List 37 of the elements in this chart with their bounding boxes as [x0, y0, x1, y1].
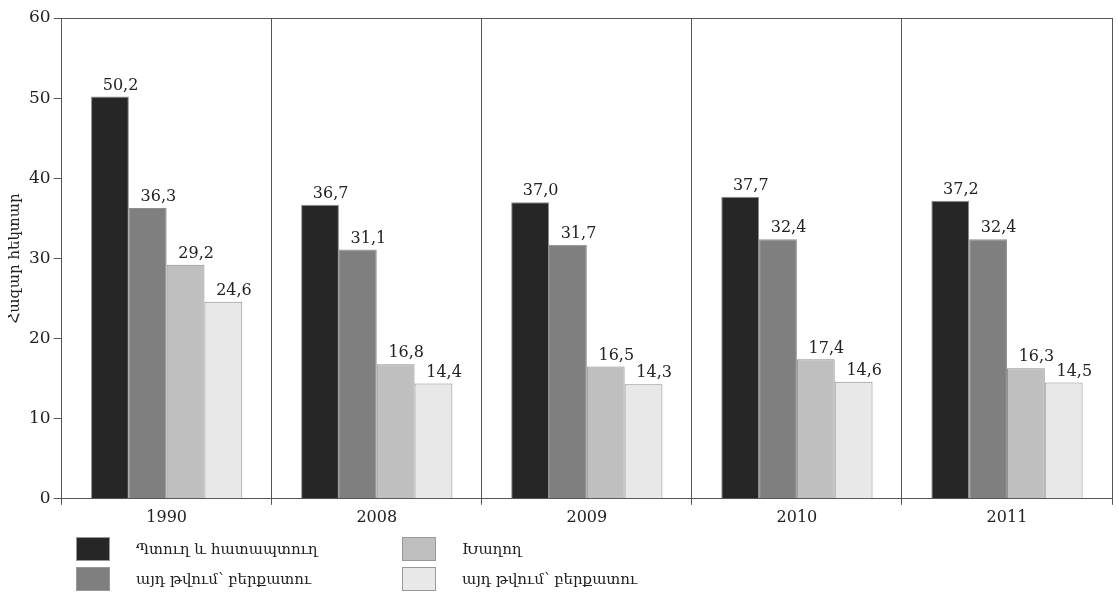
data-label: 14,3	[636, 362, 672, 382]
y-tick-label: 0	[39, 487, 51, 508]
y-tick-label: 60	[28, 6, 51, 27]
legend-label: Խաղող	[462, 540, 522, 558]
x-tick-label: 1990	[146, 506, 188, 526]
data-label: 37,0	[522, 180, 559, 200]
data-label: 24,6	[216, 279, 252, 299]
x-tick-label: 2009	[566, 506, 608, 526]
x-tick-label: 2008	[356, 506, 398, 526]
data-label: 37,7	[732, 174, 769, 194]
data-label: 16,8	[388, 342, 425, 362]
legend-label: Պտուղ և հատապտուղ	[136, 540, 318, 558]
data-label: 36,7	[312, 182, 349, 202]
data-label: 31,7	[560, 222, 597, 242]
data-label: 16,5	[598, 344, 635, 364]
data-label: 14,4	[426, 361, 462, 381]
y-tick-label: 20	[28, 326, 51, 347]
data-label: 31,1	[350, 227, 387, 247]
data-label: 32,4	[980, 217, 1017, 237]
data-label: 32,4	[770, 217, 807, 237]
data-label: 36,3	[140, 186, 177, 206]
data-label: 17,4	[808, 337, 845, 357]
y-axis-title: Հազար հեկտար	[4, 192, 23, 324]
data-label: 50,2	[102, 74, 139, 94]
x-tick-label: 2010	[776, 506, 818, 526]
data-label: 16,3	[1018, 346, 1055, 366]
legend-label: այդ թվում՝ բերքատու	[462, 570, 638, 588]
data-label: 14,5	[1056, 360, 1093, 380]
data-label: 29,2	[178, 242, 214, 262]
y-tick-label: 10	[28, 407, 51, 428]
data-label: 37,2	[943, 178, 979, 198]
legend-label: այդ թվում՝ բերքատու	[136, 570, 312, 588]
y-tick-label: 30	[28, 246, 51, 267]
data-label: 14,6	[846, 359, 883, 379]
y-tick-label: 50	[28, 86, 51, 107]
y-tick-label: 40	[28, 166, 51, 187]
x-tick-label: 2011	[986, 506, 1028, 526]
